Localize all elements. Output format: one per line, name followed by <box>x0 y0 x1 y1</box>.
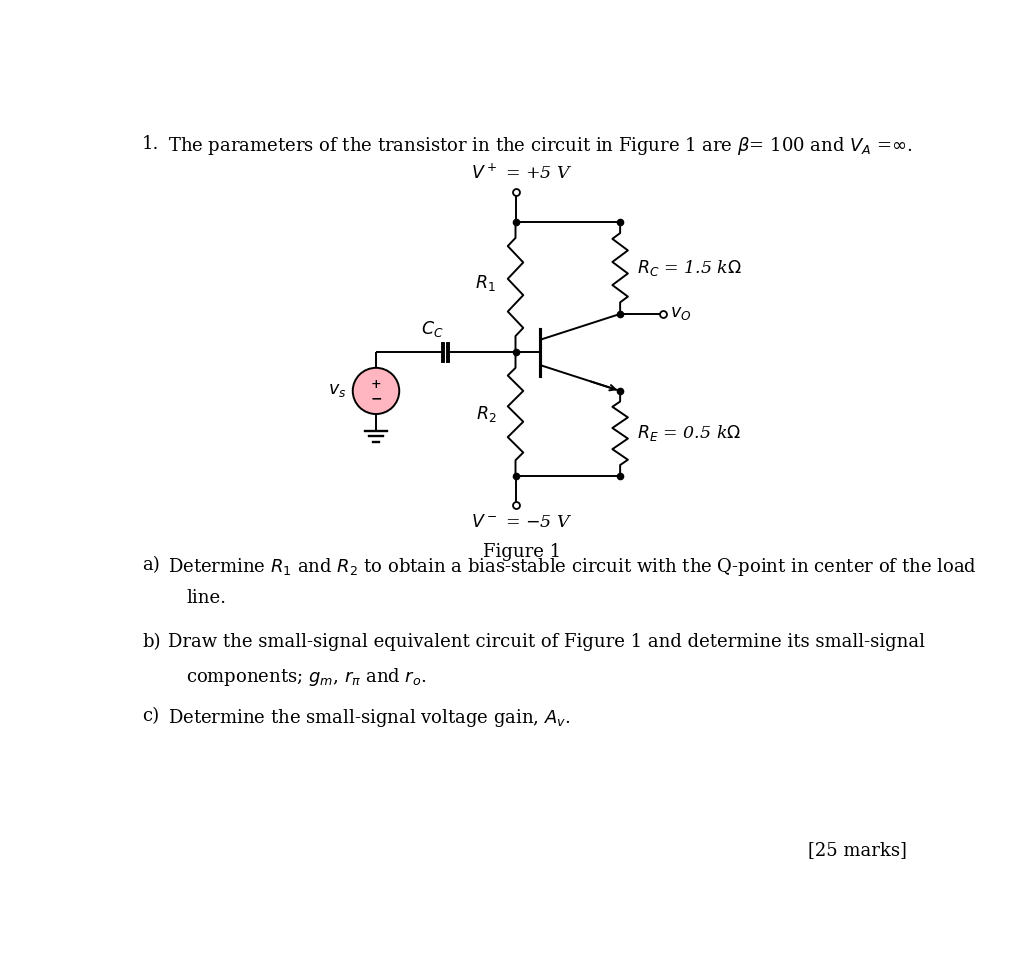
Text: c): c) <box>142 707 159 724</box>
Circle shape <box>352 367 399 414</box>
Text: Determine the small-signal voltage gain, $\mathit{A_v}$.: Determine the small-signal voltage gain,… <box>168 707 571 728</box>
Text: $V^-$ = $-$5 V: $V^-$ = $-$5 V <box>471 514 572 531</box>
Text: −: − <box>371 392 382 405</box>
Text: +: + <box>371 377 381 391</box>
Text: a): a) <box>142 556 160 574</box>
Text: $R_2$: $R_2$ <box>475 404 496 425</box>
Text: Draw the small-signal equivalent circuit of Figure 1 and determine its small-sig: Draw the small-signal equivalent circuit… <box>168 633 926 652</box>
Text: $v_O$: $v_O$ <box>671 306 692 322</box>
Text: $v_s$: $v_s$ <box>329 382 346 399</box>
Text: $R_1$: $R_1$ <box>475 273 496 293</box>
Text: $V^+$ = +5 V: $V^+$ = +5 V <box>471 163 572 183</box>
Text: $C_C$: $C_C$ <box>421 318 443 338</box>
Text: b): b) <box>142 633 161 652</box>
Text: Figure 1: Figure 1 <box>482 543 561 562</box>
Text: $R_E$ = 0.5 k$\Omega$: $R_E$ = 0.5 k$\Omega$ <box>637 424 741 443</box>
Text: 1.: 1. <box>142 135 160 154</box>
Text: $R_C$ = 1.5 k$\Omega$: $R_C$ = 1.5 k$\Omega$ <box>637 258 742 278</box>
Text: [25 marks]: [25 marks] <box>808 841 907 860</box>
Text: Determine $\mathit{R_1}$ and $\mathit{R_2}$ to obtain a bias-stable circuit with: Determine $\mathit{R_1}$ and $\mathit{R_… <box>168 556 977 578</box>
Text: line.: line. <box>186 589 226 607</box>
Text: The parameters of the transistor in the circuit in Figure 1 are $\beta$= 100 and: The parameters of the transistor in the … <box>168 135 913 158</box>
Text: components; $\mathit{g_m}$, $\mathit{r_\pi}$ and $\mathit{r_o}$.: components; $\mathit{g_m}$, $\mathit{r_\… <box>186 666 427 688</box>
